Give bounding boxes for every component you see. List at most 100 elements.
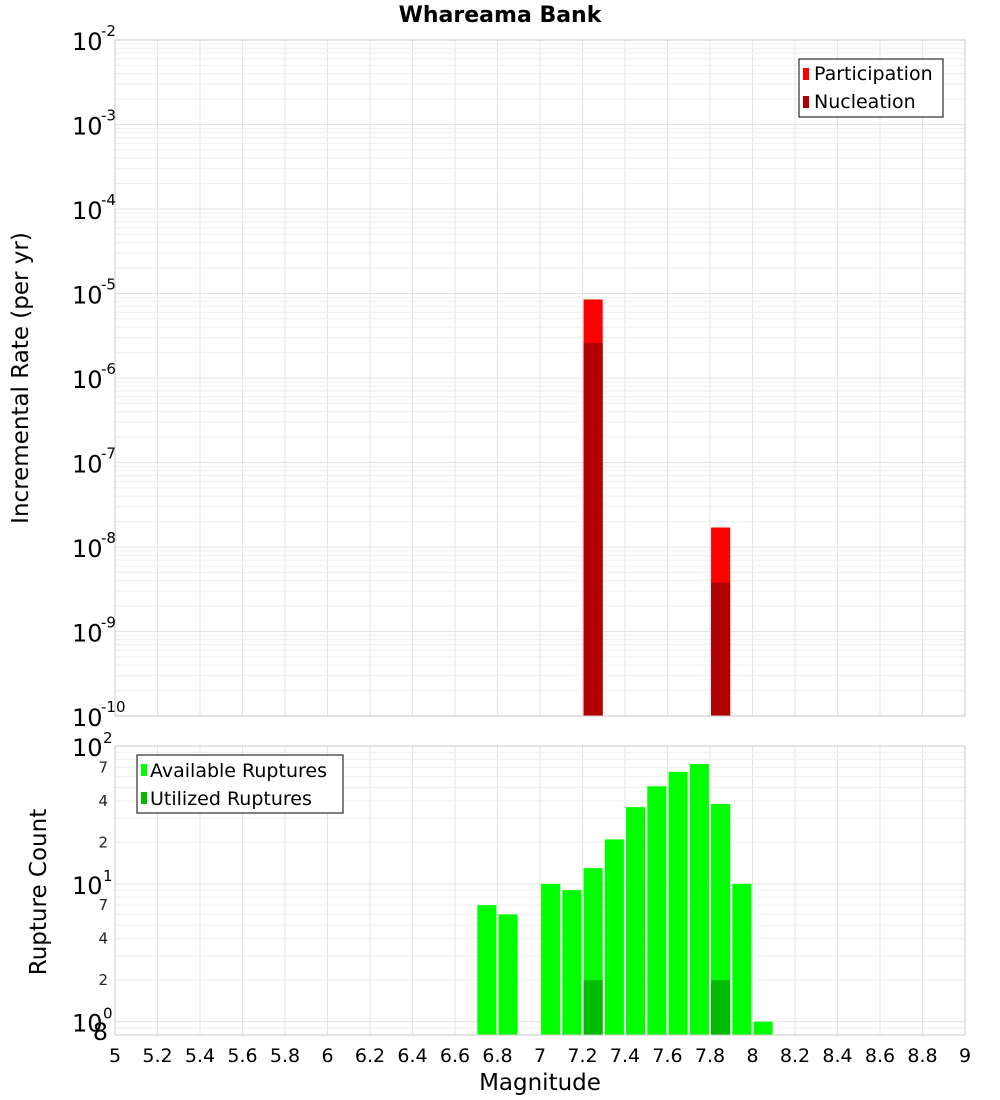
available-ruptures-bar [711, 803, 731, 1035]
available-legend-label: Available Ruptures [150, 760, 327, 782]
tick-exponent: -9 [101, 614, 116, 632]
x-tick-label: 7.8 [695, 1045, 725, 1067]
tick-exponent: 0 [103, 1005, 113, 1023]
x-tick-label: 7.4 [610, 1045, 640, 1067]
participation-legend-label: Participation [814, 63, 933, 85]
tick-base: 10 [72, 28, 103, 56]
x-tick-label: 6.2 [355, 1045, 385, 1067]
bottom-y-tick: 10 0 [72, 1005, 113, 1038]
x-tick-label: 6 [321, 1045, 333, 1067]
bottom-grid [114, 746, 966, 1036]
bottom-y-tick: 10 2 [72, 729, 113, 762]
x-tick-label: 8 [746, 1045, 758, 1067]
tick-base: 10 [72, 197, 103, 225]
x-tick-label: 5.4 [185, 1045, 215, 1067]
utilized-ruptures-bar [711, 980, 731, 1035]
tick-base: 10 [72, 872, 103, 900]
tick-exponent: -7 [101, 445, 116, 463]
top-y-tick: 10-4 [72, 191, 116, 225]
x-tick-label: 5.2 [142, 1045, 172, 1067]
top-y-tick: 10-3 [72, 107, 116, 141]
tick-exponent: -2 [101, 22, 116, 40]
nucleation-bar [583, 342, 603, 716]
x-tick-label: 6.6 [440, 1045, 470, 1067]
nucleation-bar [711, 582, 731, 716]
top-y-tick: 10-7 [72, 445, 116, 479]
bottom-bars [477, 764, 773, 1035]
chart-title: Whareama Bank [399, 3, 603, 28]
tick-base: 10 [72, 366, 103, 394]
top-plot-frame [114, 39, 966, 717]
x-tick-label: 8.2 [780, 1045, 810, 1067]
x-tick-label: 7 [534, 1045, 546, 1067]
tick-base: 10 [72, 451, 103, 479]
bottom-y-tick: 10 1 [72, 867, 113, 900]
x-tick-label: 5 [109, 1045, 121, 1067]
x-tick-label: 6.8 [482, 1045, 512, 1067]
x-tick-label: 7.2 [567, 1045, 597, 1067]
available-ruptures-bar [689, 764, 709, 1035]
tick-exponent: 1 [103, 867, 113, 885]
x-tick-label: 8.4 [822, 1045, 852, 1067]
bottom-y-minor-tick: 7 [98, 896, 108, 914]
tick-exponent: -10 [101, 698, 126, 716]
available-ruptures-bar [732, 883, 752, 1035]
tick-exponent: -8 [101, 529, 116, 547]
available-ruptures-bar [562, 890, 582, 1035]
tick-base: 10 [72, 734, 103, 762]
tick-base: 10 [72, 535, 103, 563]
available-ruptures-bar [626, 807, 646, 1035]
nucleation-legend-swatch [803, 96, 809, 108]
utilized-legend-label: Utilized Ruptures [150, 788, 312, 810]
nucleation-legend-label: Nucleation [814, 91, 916, 113]
top-y-tick: 10-9 [72, 614, 116, 648]
bottom-plot-frame [114, 745, 966, 1036]
x-tick-label: 7.6 [652, 1045, 682, 1067]
bottom-y-minor-tick: 2 [98, 833, 108, 851]
top-y-tick: 10-6 [72, 360, 116, 394]
bottom-legend: Available Ruptures Utilized Ruptures [136, 754, 344, 814]
x-tick-label: 9 [959, 1045, 971, 1067]
x-tick-label: 5.8 [270, 1045, 300, 1067]
x-axis-label: Magnitude [479, 1070, 601, 1096]
available-legend-swatch [141, 764, 147, 776]
x-tick-label: 8.6 [865, 1045, 895, 1067]
top-y-tick: 10-2 [72, 22, 116, 56]
x-tick-labels: 5 5.2 5.4 5.6 5.8 6 6.2 6.4 6.6 6.8 7 7.2 7.4 7.6 7.8 8… [109, 1045, 971, 1067]
top-legend-box [798, 58, 944, 118]
available-ruptures-bar [753, 1021, 773, 1035]
top-legend: Participation Nucleation [798, 58, 944, 118]
bottom-legend-box [136, 754, 344, 814]
available-ruptures-bar [647, 786, 667, 1035]
utilized-legend-swatch [141, 792, 147, 804]
tick-base: 10 [72, 620, 103, 648]
x-tick-label: 8.8 [907, 1045, 937, 1067]
bottom-y-minor-tick: 8 [93, 1018, 108, 1046]
top-y-axis-label: Incremental Rate (per yr) [8, 232, 34, 524]
available-ruptures-bar [604, 839, 624, 1035]
available-ruptures-bar [668, 771, 688, 1035]
available-ruptures-bar [541, 883, 561, 1035]
tick-base: 10 [72, 113, 103, 141]
tick-base: 10 [72, 1010, 103, 1038]
top-y-tick: 10-10 [72, 698, 126, 732]
utilized-ruptures-bar [583, 980, 603, 1035]
available-ruptures-bar [477, 905, 497, 1035]
tick-base: 10 [72, 282, 103, 310]
tick-exponent: -3 [101, 107, 116, 125]
tick-exponent: -4 [101, 191, 116, 209]
bottom-y-minor-tick: 4 [98, 930, 108, 948]
bottom-y-axis-label: Rupture Count [26, 809, 52, 975]
x-tick-label: 5.6 [227, 1045, 257, 1067]
x-tick-label: 6.4 [397, 1045, 427, 1067]
tick-exponent: 2 [103, 729, 113, 747]
tick-exponent: -6 [101, 360, 116, 378]
participation-legend-swatch [803, 68, 809, 80]
bottom-y-minor-tick: 4 [98, 792, 108, 810]
bottom-y-minor-tick: 7 [98, 758, 108, 776]
top-y-tick: 10-5 [72, 276, 116, 310]
bottom-y-minor-tick: 2 [98, 971, 108, 989]
